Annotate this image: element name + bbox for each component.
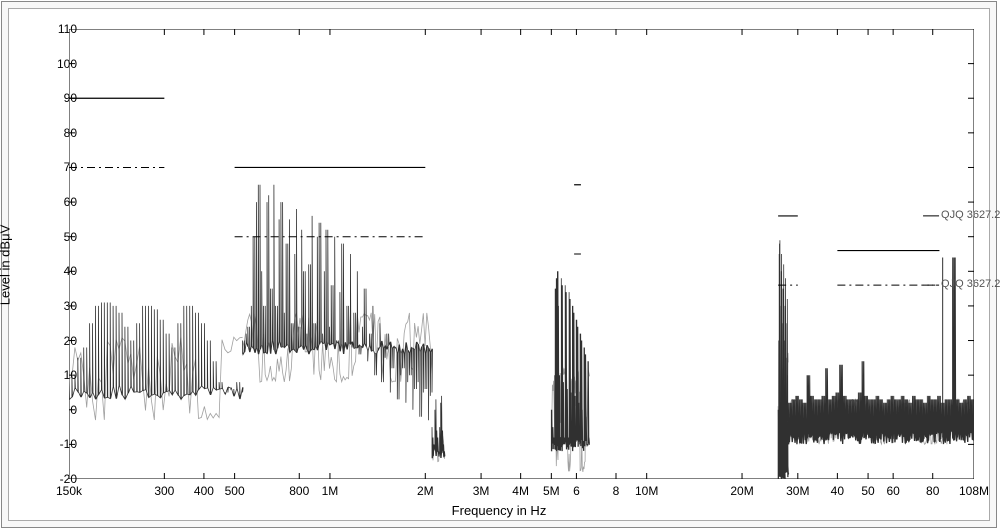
inner-frame: Level in dBμV Frequency in Hz -20-100102…	[8, 8, 990, 521]
y-tick: 0	[47, 403, 77, 417]
y-tick: -10	[47, 437, 77, 451]
x-tick: 80	[926, 484, 939, 498]
y-tick: 50	[47, 230, 77, 244]
plot-svg	[69, 29, 974, 479]
x-tick: 10M	[635, 484, 658, 498]
x-tick: 6	[573, 484, 580, 498]
x-tick: 50	[861, 484, 874, 498]
x-tick: 5M	[543, 484, 560, 498]
y-tick: 110	[47, 22, 77, 36]
y-tick: 40	[47, 264, 77, 278]
x-tick: 150k	[56, 484, 82, 498]
legend-pk-label: QJQ 3627.2-2015 PK	[941, 209, 1000, 221]
y-tick: 100	[47, 57, 77, 71]
x-tick: 3M	[473, 484, 490, 498]
x-tick: 300	[154, 484, 174, 498]
x-tick: 800	[289, 484, 309, 498]
x-tick: 4M	[512, 484, 529, 498]
x-tick: 500	[225, 484, 245, 498]
plot-area	[69, 29, 974, 479]
legend-av-label: QJQ 3627.2-2015 AV	[941, 278, 1000, 290]
x-axis-label: Frequency in Hz	[452, 503, 547, 518]
y-tick: 90	[47, 91, 77, 105]
x-tick: 60	[886, 484, 899, 498]
x-tick: 400	[194, 484, 214, 498]
y-tick: 10	[47, 368, 77, 382]
outer-frame: Level in dBμV Frequency in Hz -20-100102…	[1, 1, 997, 528]
y-axis-label: Level in dBμV	[0, 224, 13, 304]
x-tick: 1M	[322, 484, 339, 498]
x-tick: 40	[831, 484, 844, 498]
y-tick: 30	[47, 299, 77, 313]
y-tick: 20	[47, 334, 77, 348]
x-tick: 20M	[730, 484, 753, 498]
y-tick: 60	[47, 195, 77, 209]
x-tick: 2M	[417, 484, 434, 498]
x-tick: 8	[613, 484, 620, 498]
y-tick: 70	[47, 160, 77, 174]
x-tick: 30M	[786, 484, 809, 498]
x-tick: 108M	[959, 484, 989, 498]
y-tick: 80	[47, 126, 77, 140]
